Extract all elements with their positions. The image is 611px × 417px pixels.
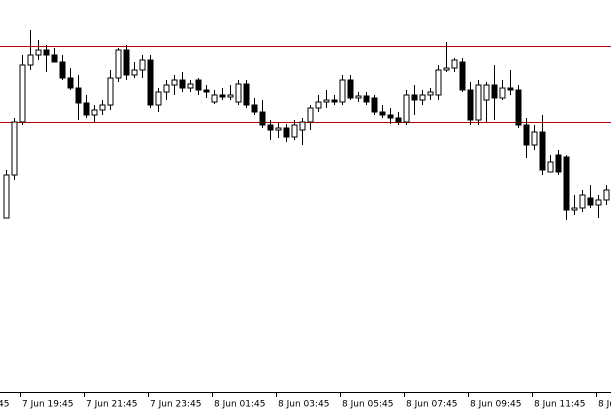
candle-body [355, 95, 362, 99]
x-tick-label: 7 Jun 23:45 [150, 400, 201, 410]
candle-body [579, 194, 586, 209]
candle-body [243, 83, 250, 106]
candle-body [75, 87, 82, 104]
candle-body [371, 97, 378, 113]
candle-body [123, 49, 130, 76]
candle-body [299, 121, 306, 131]
candle-body [331, 99, 338, 103]
candle-body [131, 69, 138, 76]
candle-body [267, 124, 274, 131]
candle-body [547, 161, 554, 173]
x-tick-label: 8 Jun 01:45 [214, 400, 265, 410]
candle-body [555, 154, 562, 173]
candle-body [147, 59, 154, 106]
x-tick-label: 8 Jun 03:45 [278, 400, 329, 410]
candle-body [563, 156, 570, 211]
x-tick-label: 45 [0, 400, 9, 410]
candle-body [115, 49, 122, 79]
candle-body [291, 124, 298, 138]
candle-body [339, 79, 346, 103]
candle-body [451, 59, 458, 69]
candle-body [179, 79, 186, 89]
candle-body [443, 67, 450, 71]
candle-body [211, 94, 218, 103]
candle-body [219, 94, 226, 98]
x-tick-label: 8 Jun 05:45 [342, 400, 393, 410]
x-tick-label: 7 Jun 19:45 [22, 400, 73, 410]
candle-body [195, 79, 202, 91]
candle-body [427, 91, 434, 96]
candle-body [387, 114, 394, 119]
candle-body [259, 111, 266, 126]
candle-body [523, 124, 530, 146]
candle-body [539, 131, 546, 171]
candle-body [91, 109, 98, 116]
candle-body [499, 87, 506, 99]
candle-body [435, 69, 442, 96]
candle-body [595, 199, 602, 206]
candle-body [227, 94, 234, 98]
candle-body [411, 94, 418, 101]
candle-body [83, 102, 90, 116]
x-tick-label: 7 Jun 21:45 [86, 400, 137, 410]
candle-body [203, 89, 210, 93]
candle-body [491, 84, 498, 99]
candle-body [603, 189, 610, 201]
candle-body [475, 84, 482, 121]
candle-body [323, 99, 330, 103]
candle-body [19, 64, 26, 123]
candle-body [515, 89, 522, 126]
candle-body [307, 107, 314, 123]
candle-body [507, 87, 514, 91]
candle-body [171, 79, 178, 86]
candle-body [251, 104, 258, 113]
x-tick-label: 8 Ju [598, 400, 611, 410]
candle-body [163, 84, 170, 93]
candle-body [35, 49, 42, 56]
candle-body [467, 89, 474, 121]
candle-body [363, 95, 370, 103]
candle-body [395, 117, 402, 123]
candle-body [139, 59, 146, 71]
candle-body [379, 111, 386, 116]
candle-body [419, 94, 426, 101]
x-tick-label: 8 Jun 11:45 [534, 400, 585, 410]
candle-body [11, 121, 18, 176]
candle-body [107, 77, 114, 106]
candle-body [315, 101, 322, 109]
candle-body [43, 49, 50, 56]
candle-body [459, 61, 466, 91]
candle-body [67, 77, 74, 89]
candle-body [27, 54, 34, 66]
candle-body [3, 174, 10, 219]
candle-body [283, 127, 290, 138]
candle-body [187, 83, 194, 89]
x-tick-label: 8 Jun 09:45 [470, 400, 521, 410]
candle-body [275, 127, 282, 131]
candle-body [347, 79, 354, 99]
candle-body [235, 83, 242, 103]
candle-body [155, 91, 162, 106]
candle-body [51, 54, 58, 63]
candle-body [483, 84, 490, 101]
candle-body [587, 197, 594, 206]
candle-body [571, 207, 578, 211]
candle-body [403, 94, 410, 123]
x-tick-label: 8 Jun 07:45 [406, 400, 457, 410]
candle-body [59, 61, 66, 79]
candle-body [531, 131, 538, 146]
candle-body [99, 104, 106, 111]
